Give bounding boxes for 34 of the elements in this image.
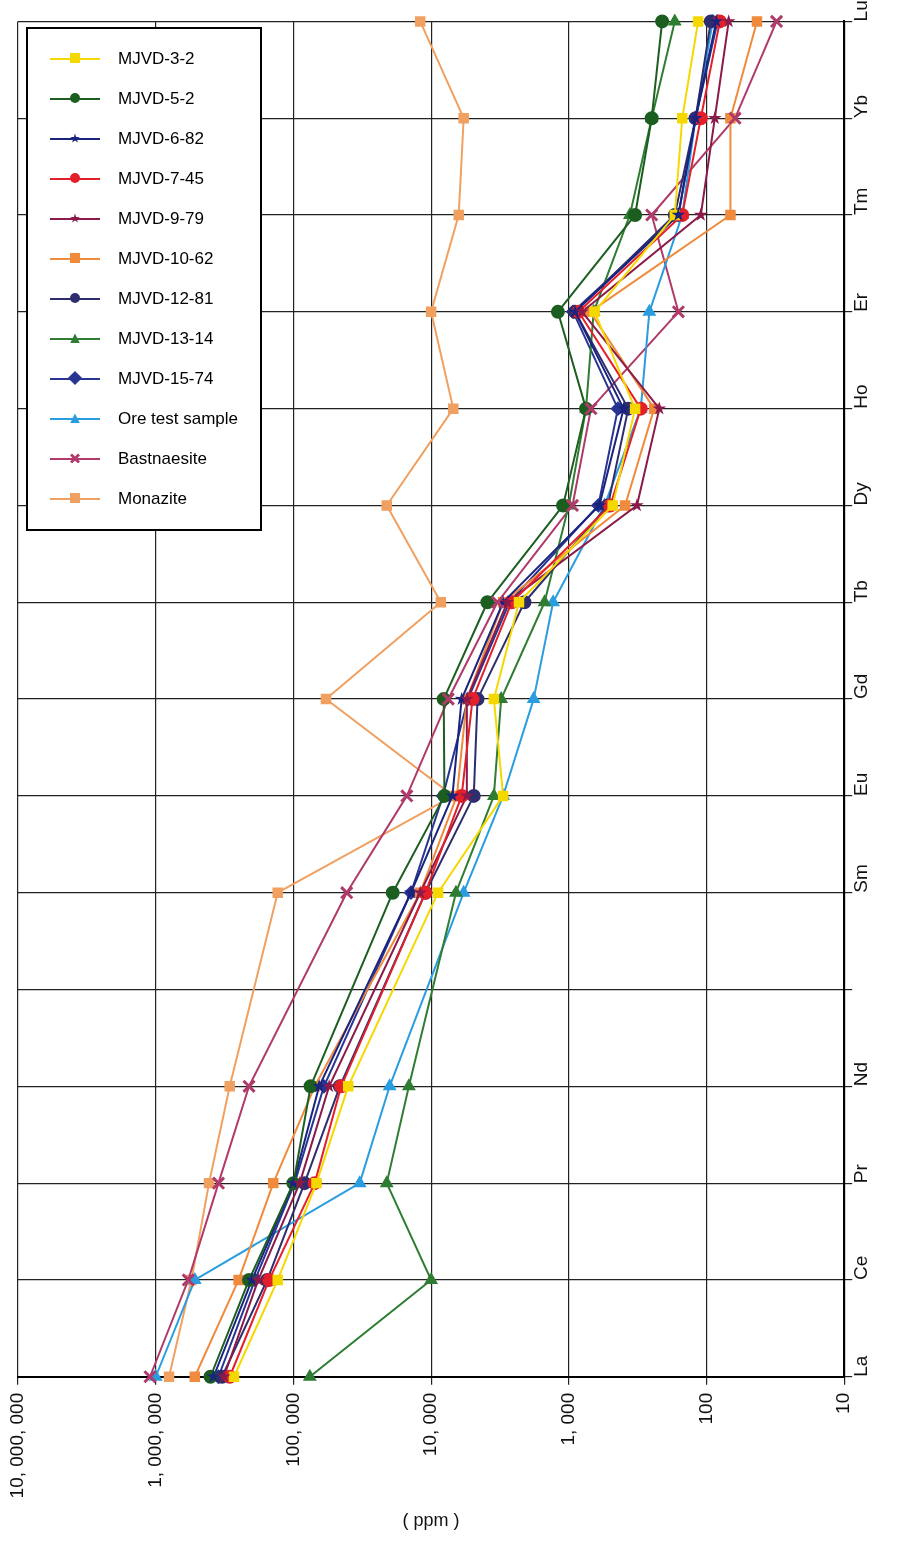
y-tick-label: Nd: [850, 1062, 872, 1087]
x-tick-label: 10, 000: [419, 1392, 441, 1457]
x-tick-label: 1, 000, 000: [143, 1392, 165, 1488]
x-tick-label: 100, 000: [281, 1392, 303, 1467]
y-tick-label: Er: [850, 292, 872, 312]
y-tick-label: Dy: [850, 481, 872, 506]
y-tick-label: Yb: [850, 94, 872, 119]
y-tick-label: Sm: [850, 864, 872, 893]
legend-label: MJVD-13-14: [118, 329, 214, 350]
legend-label: MJVD-7-45: [118, 169, 204, 190]
x-tick-label: 1, 000: [557, 1392, 579, 1446]
y-tick-label: La: [850, 1355, 872, 1377]
legend-label: Monazite: [118, 489, 187, 510]
legend-label: Ore test sample: [118, 409, 238, 430]
y-tick-label: Pr: [850, 1163, 872, 1184]
legend-label: MJVD-10-62: [118, 249, 214, 270]
y-tick-label: Gd: [850, 673, 872, 700]
y-tick-label: Ho: [850, 384, 872, 409]
y-tick-label: Lu: [850, 0, 872, 22]
legend-label: MJVD-12-81: [118, 289, 214, 310]
legend-label: Bastnaesite: [118, 449, 207, 470]
legend-label: MJVD-5-2: [118, 89, 195, 110]
legend-label: MJVD-15-74: [118, 369, 214, 390]
y-tick-label: Tm: [850, 187, 872, 216]
x-tick-label: 10: [832, 1392, 854, 1414]
x-tick-label: 10, 000, 000: [6, 1392, 28, 1499]
x-tick-label: 100: [694, 1392, 716, 1425]
y-tick-label: Eu: [850, 772, 872, 796]
legend-label: MJVD-6-82: [118, 129, 204, 150]
legend-label: MJVD-3-2: [118, 49, 195, 70]
y-tick-label: Tb: [850, 580, 872, 603]
y-tick-label: Ce: [850, 1255, 872, 1280]
legend-label: MJVD-9-79: [118, 209, 204, 230]
x-axis-title: ( ppm ): [402, 1510, 460, 1531]
